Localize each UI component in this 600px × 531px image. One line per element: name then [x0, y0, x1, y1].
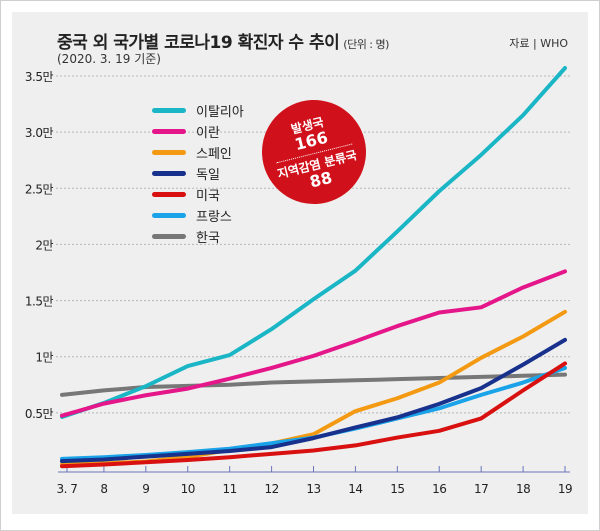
legend-swatch: [152, 108, 186, 113]
x-tick-label: 12: [264, 482, 278, 496]
chart-subtitle: (2020. 3. 19 기준): [57, 52, 161, 66]
legend-item: 스페인: [152, 142, 244, 163]
y-tick-label: 3.5만: [25, 70, 54, 84]
chart-title: 중국 외 국가별 코로나19 확진자 수 추이 (단위 : 명): [57, 28, 389, 53]
x-tick-label: 9: [142, 482, 149, 496]
legend-item: 이탈리아: [152, 100, 244, 121]
legend-swatch: [152, 171, 186, 176]
x-tick-label: 10: [181, 482, 195, 496]
series-line-1: [60, 269, 567, 418]
legend-swatch: [152, 192, 186, 197]
legend-swatch: [152, 234, 186, 239]
legend-swatch: [152, 150, 186, 155]
y-tick-label: 1만: [35, 351, 53, 365]
legend-label: 이탈리아: [196, 105, 244, 120]
unit-label: (단위 : 명): [343, 38, 389, 51]
chart-panel: [12, 12, 588, 514]
y-tick-label: 2.5만: [25, 182, 54, 196]
x-tick-label: 13: [306, 482, 320, 496]
x-tick-label: 8: [100, 482, 107, 496]
legend-item: 미국: [152, 184, 244, 205]
series-line-0: [60, 65, 567, 419]
y-tick-label: 0.5만: [25, 407, 54, 421]
x-tick-label: 11: [223, 482, 237, 496]
series-line-3: [60, 337, 567, 464]
y-tick-label: 3.0만: [25, 126, 54, 140]
y-tick-label: 2만: [35, 238, 53, 252]
x-tick-label: 18: [516, 482, 530, 496]
x-tick-label: 15: [390, 482, 404, 496]
legend-label: 이란: [196, 126, 220, 141]
x-tick-label: 3. 7: [57, 482, 78, 496]
series-line-4: [60, 361, 567, 469]
legend-label: 미국: [196, 189, 220, 204]
legend-item: 독일: [152, 163, 244, 184]
legend-label: 스페인: [196, 147, 232, 162]
x-tick-label: 16: [432, 482, 446, 496]
legend-label: 독일: [196, 168, 220, 183]
x-tick-label: 14: [348, 482, 362, 496]
legend-item: 한국: [152, 226, 244, 247]
x-tick-label: 17: [474, 482, 488, 496]
legend-label: 한국: [196, 231, 220, 246]
y-tick-label: 1.5만: [25, 295, 54, 309]
legend-item: 이란: [152, 121, 244, 142]
title-text: 중국 외 국가별 코로나19 확진자 수 추이: [57, 33, 340, 53]
legend-item: 프랑스: [152, 205, 244, 226]
x-tick-label: 19: [558, 482, 572, 496]
source-label: 자료 | WHO: [509, 37, 568, 50]
legend-swatch: [152, 213, 186, 218]
legend-label: 프랑스: [196, 210, 232, 225]
legend-swatch: [152, 129, 186, 134]
